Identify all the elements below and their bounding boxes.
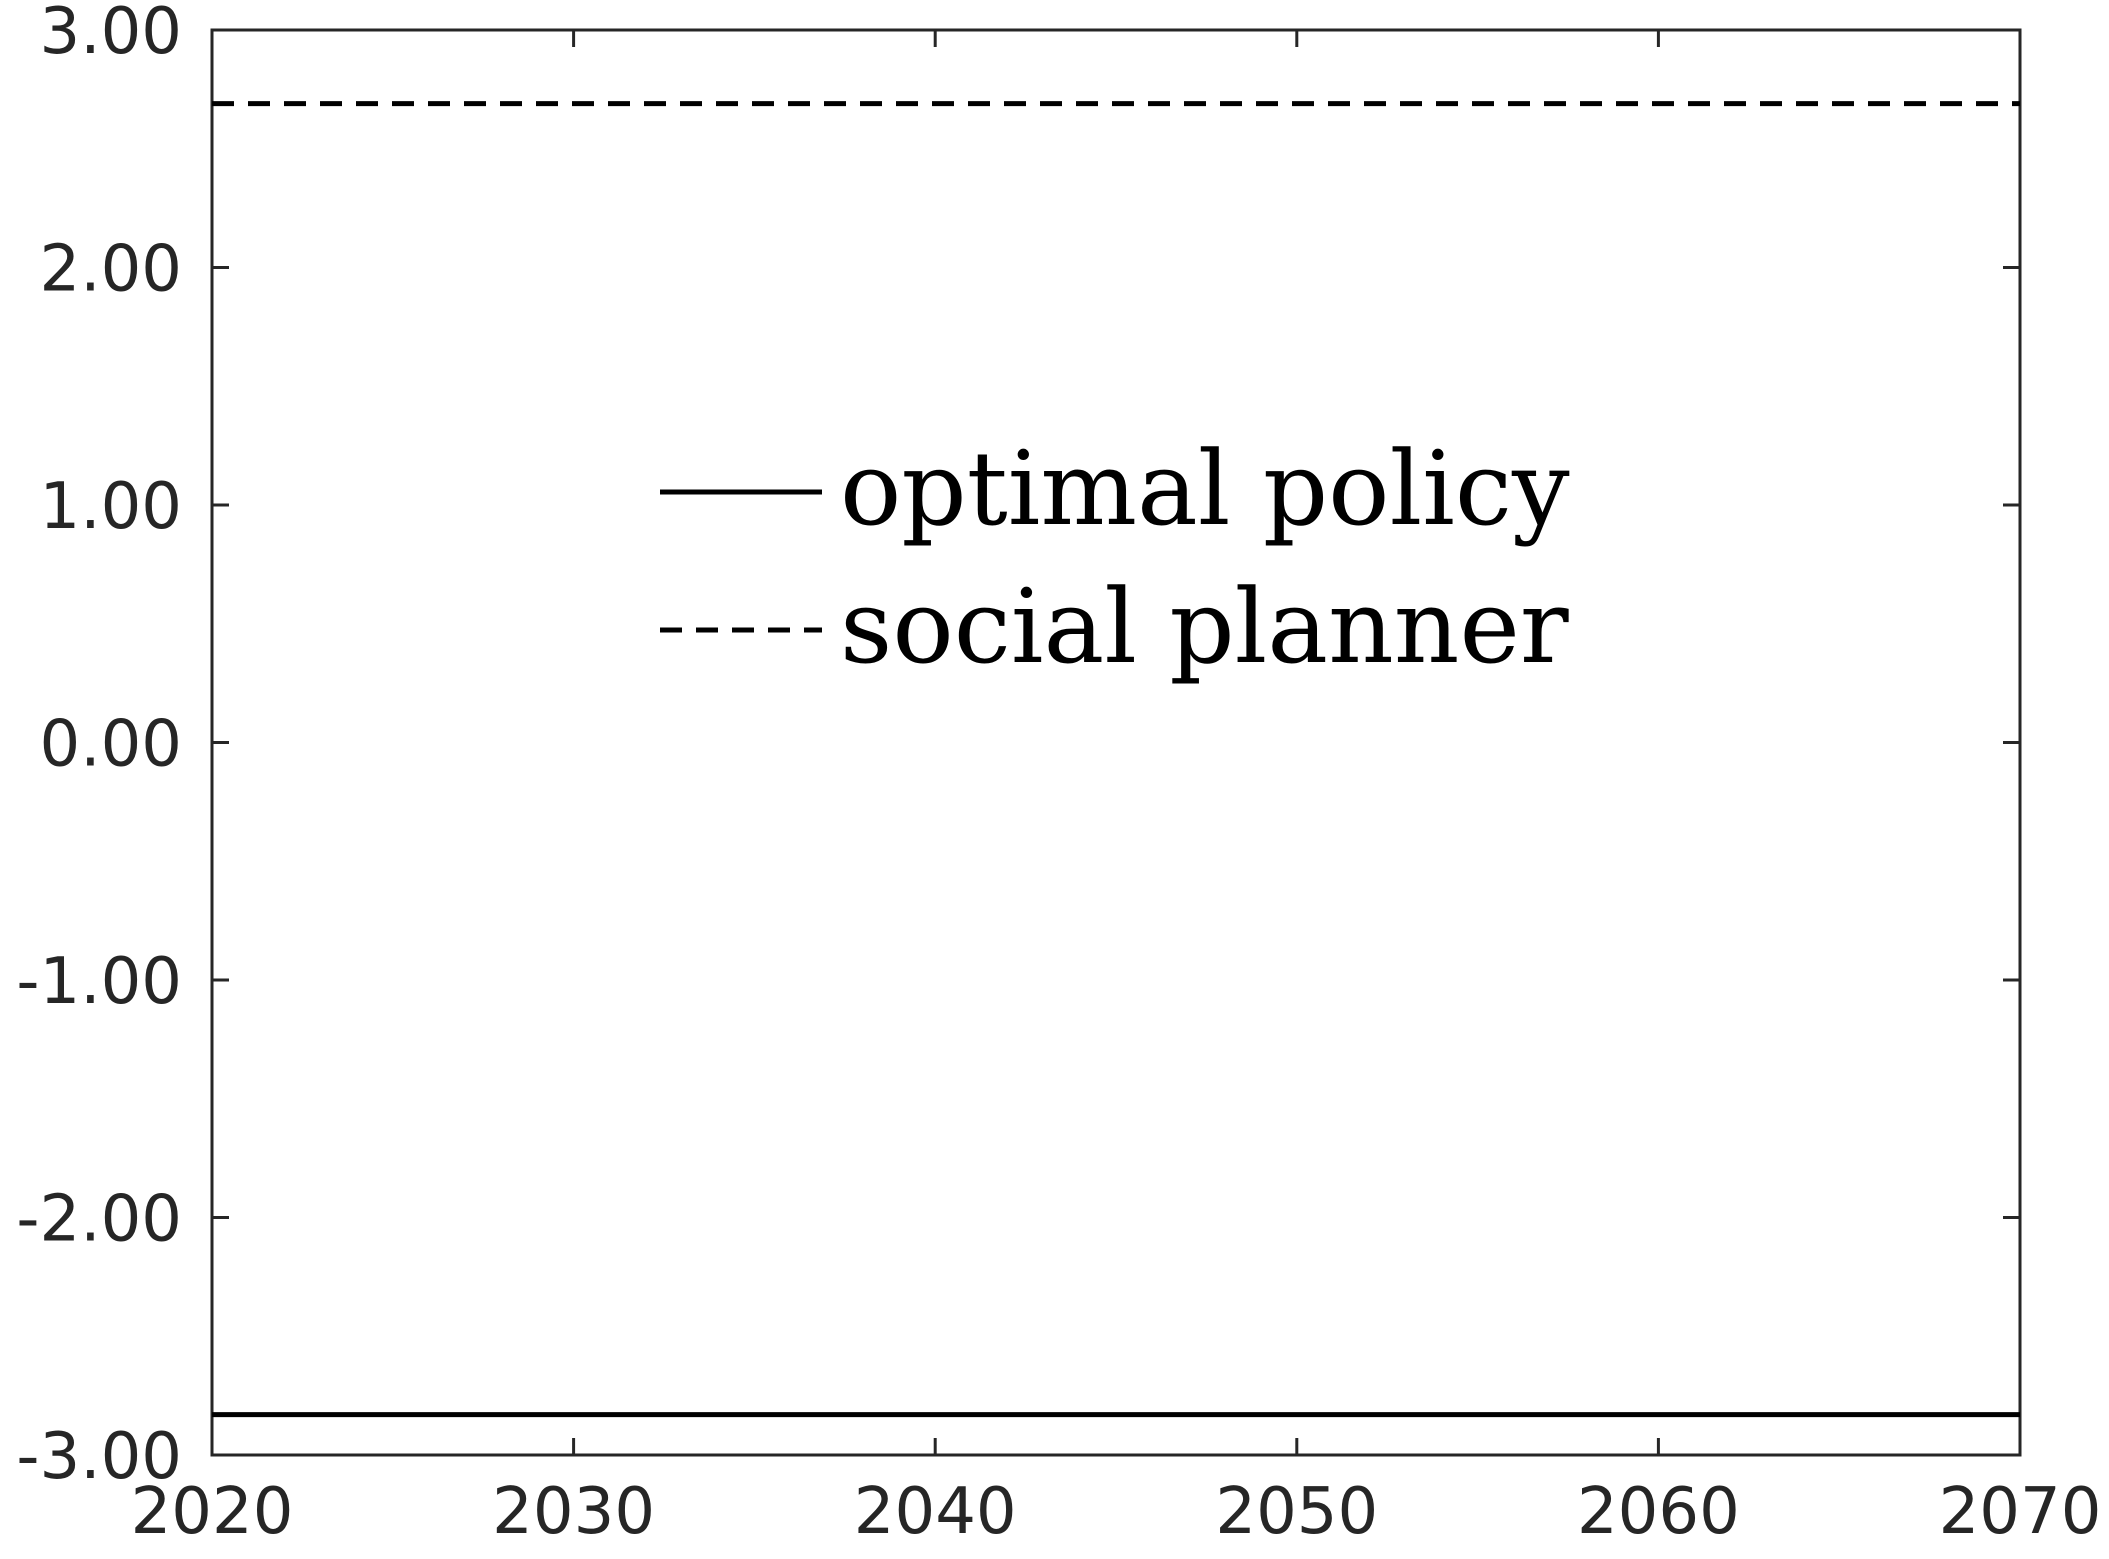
x-tick-label: 2050 <box>1215 1475 1378 1549</box>
x-tick-label: 2070 <box>1939 1475 2102 1549</box>
x-tick-label: 2040 <box>854 1475 1017 1549</box>
x-tick-label: 2060 <box>1577 1475 1740 1549</box>
y-tick-label: 2.00 <box>40 233 183 307</box>
x-tick-label: 2030 <box>492 1475 655 1549</box>
y-tick-label: 3.00 <box>40 0 183 69</box>
y-tick-label: -2.00 <box>16 1183 182 1257</box>
ticks-layer: 2020 2030 2040 2050 2060 2070 3.00 2.00 1.00 0.00… <box>16 0 2101 1549</box>
y-tick-label: 1.00 <box>40 470 183 544</box>
legend-label-1: social planner <box>840 568 1569 687</box>
plot-area <box>210 28 2022 1457</box>
legend-label-0: optimal policy <box>840 430 1570 549</box>
y-tick-label: 0.00 <box>40 708 183 782</box>
y-tick-label: -3.00 <box>16 1420 182 1494</box>
series-layer <box>212 101 2020 1418</box>
x-tick-label: 2020 <box>131 1475 294 1549</box>
legend: optimal policy social planner <box>660 430 1570 687</box>
y-tick-label: -1.00 <box>16 945 182 1019</box>
